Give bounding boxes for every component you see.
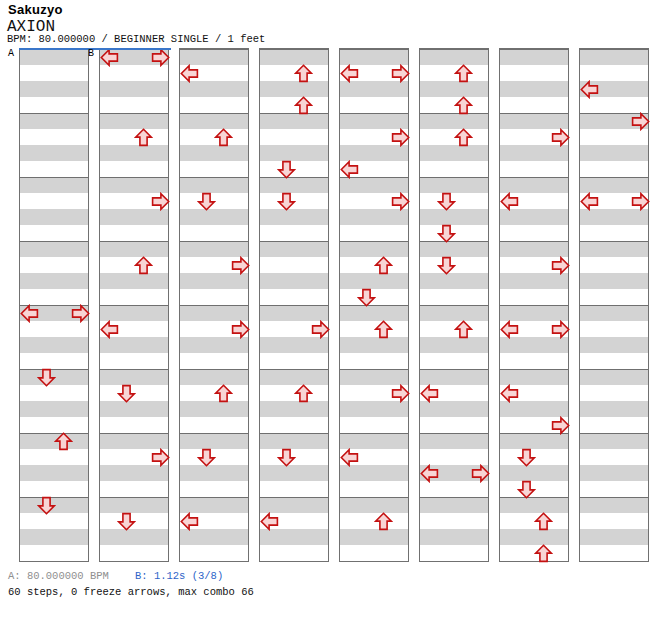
arrow-left-icon [500, 384, 519, 403]
arrow-right-icon [631, 192, 650, 211]
arrow-up-icon [374, 320, 393, 339]
arrow-left-icon [180, 512, 199, 531]
arrow-left-icon [420, 464, 439, 483]
arrow-left-icon [260, 512, 279, 531]
arrow-left-icon [340, 64, 359, 83]
arrow-up-icon [534, 544, 553, 563]
arrow-left-icon [340, 160, 359, 179]
arrow-down-icon [517, 448, 536, 467]
arrow-up-icon [134, 256, 153, 275]
arrow-down-icon [37, 368, 56, 387]
arrow-right-icon [631, 112, 650, 131]
marker-b-info: B: 1.12s (3/8) [135, 570, 223, 582]
arrow-down-icon [437, 224, 456, 243]
arrow-up-icon [134, 128, 153, 147]
arrow-down-icon [197, 192, 216, 211]
arrow-up-icon [214, 384, 233, 403]
section-label-a: A [8, 49, 14, 59]
arrow-up-icon [454, 64, 473, 83]
arrow-up-icon [214, 128, 233, 147]
arrow-left-icon [580, 80, 599, 99]
arrow-up-icon [294, 384, 313, 403]
arrow-right-icon [551, 128, 570, 147]
arrow-down-icon [117, 512, 136, 531]
arrow-right-icon [551, 320, 570, 339]
arrow-left-icon [340, 448, 359, 467]
arrow-left-icon [180, 64, 199, 83]
arrow-up-icon [374, 256, 393, 275]
arrow-right-icon [151, 192, 170, 211]
arrow-left-icon [580, 192, 599, 211]
arrow-down-icon [517, 480, 536, 499]
arrow-up-icon [534, 512, 553, 531]
arrow-right-icon [231, 320, 250, 339]
section-label-b: B [88, 49, 94, 59]
arrow-down-icon [197, 448, 216, 467]
arrow-up-icon [294, 64, 313, 83]
arrow-left-icon [100, 48, 119, 67]
arrow-right-icon [231, 256, 250, 275]
arrow-down-icon [117, 384, 136, 403]
marker-a-info: A: 80.000000 BPM [8, 570, 109, 582]
arrow-up-icon [454, 128, 473, 147]
arrow-up-icon [454, 96, 473, 115]
arrow-down-icon [37, 496, 56, 515]
arrow-up-icon [54, 432, 73, 451]
arrow-down-icon [437, 256, 456, 275]
arrow-right-icon [151, 448, 170, 467]
measure-column [179, 48, 249, 562]
arrow-up-icon [294, 96, 313, 115]
arrow-right-icon [391, 128, 410, 147]
arrow-right-icon [391, 64, 410, 83]
arrow-down-icon [357, 288, 376, 307]
arrow-up-icon [454, 320, 473, 339]
arrow-left-icon [420, 384, 439, 403]
arrow-down-icon [277, 448, 296, 467]
arrow-right-icon [391, 384, 410, 403]
arrow-left-icon [20, 304, 39, 323]
arrow-right-icon [551, 416, 570, 435]
arrow-down-icon [277, 192, 296, 211]
arrow-right-icon [391, 192, 410, 211]
arrow-right-icon [71, 304, 90, 323]
arrow-left-icon [500, 192, 519, 211]
arrow-right-icon [151, 48, 170, 67]
arrow-left-icon [100, 320, 119, 339]
arrow-up-icon [374, 512, 393, 531]
arrow-down-icon [437, 192, 456, 211]
arrow-down-icon [277, 160, 296, 179]
chart-stats: 60 steps, 0 freeze arrows, max combo 66 [8, 586, 254, 598]
arrow-right-icon [311, 320, 330, 339]
measure-column [99, 48, 169, 562]
measure-column [259, 48, 329, 562]
measure-column [419, 48, 489, 562]
section-marker-line [19, 48, 171, 50]
arrow-right-icon [551, 256, 570, 275]
chart-info-line: BPM: 80.000000 / BEGINNER SINGLE / 1 fee… [7, 33, 265, 45]
artist-name: Sakuzyo [8, 2, 63, 17]
arrow-right-icon [471, 464, 490, 483]
arrow-left-icon [500, 320, 519, 339]
